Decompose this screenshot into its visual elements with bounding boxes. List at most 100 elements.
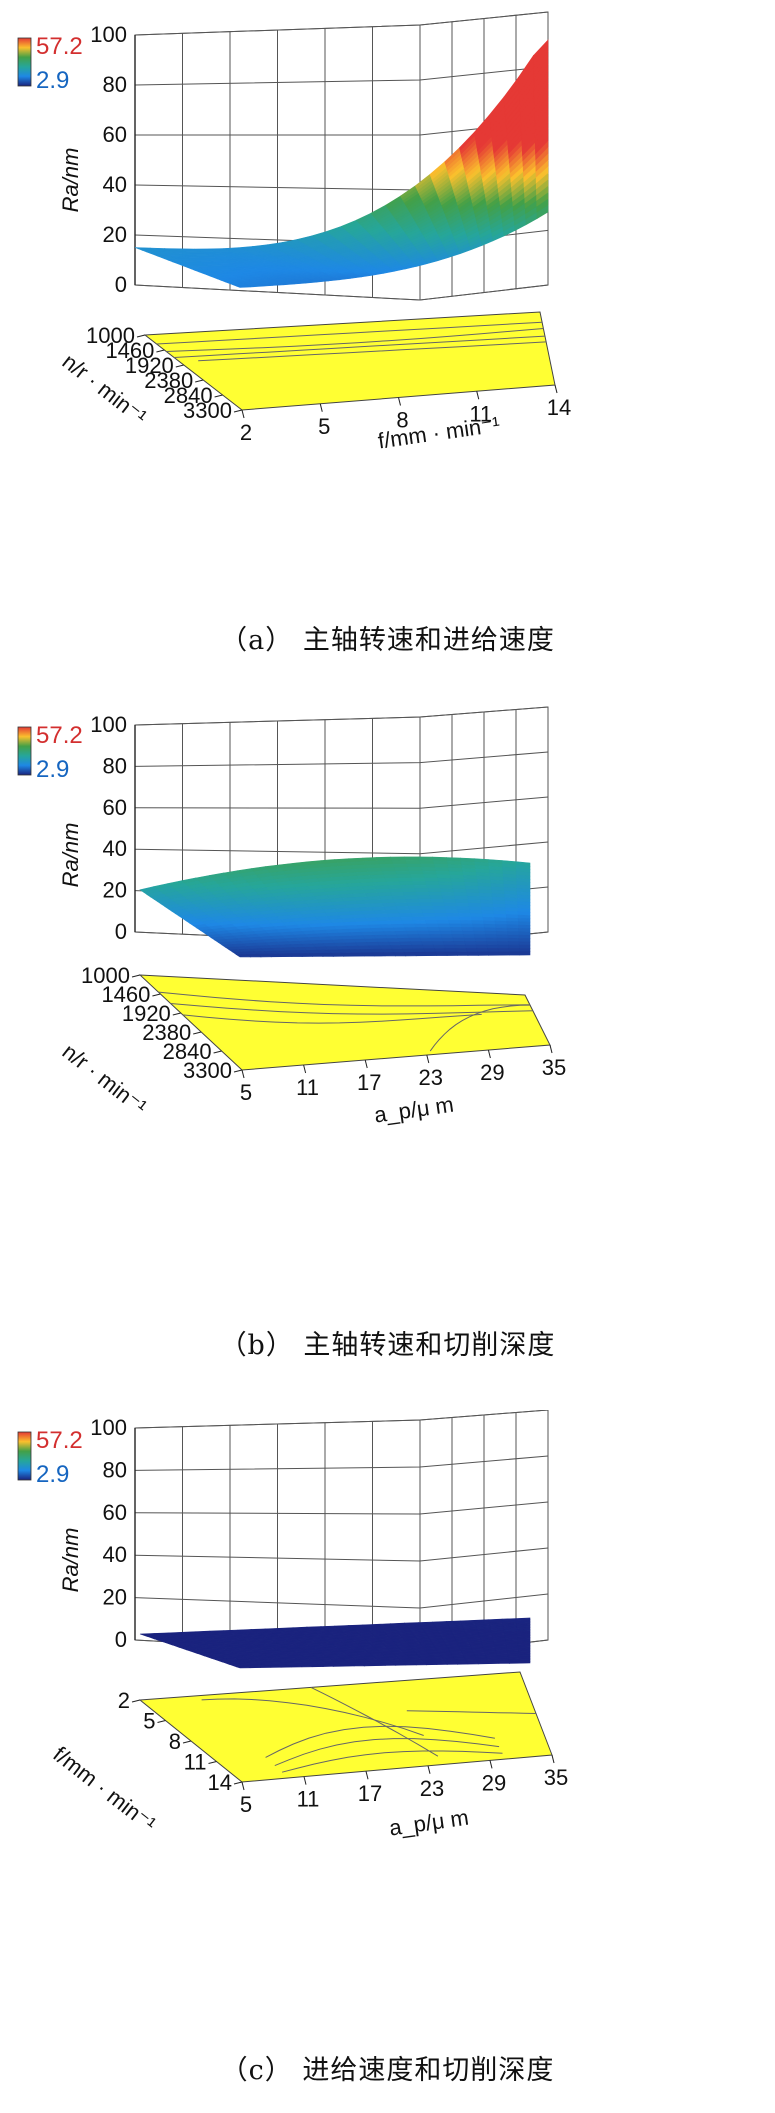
surface-cell (506, 927, 520, 933)
x-tick-label: 23 (420, 1776, 444, 1801)
surface-cell (445, 909, 460, 914)
surface-cell (536, 205, 549, 220)
x-tick-mark (241, 1781, 245, 1791)
y-tick-mark (172, 1012, 181, 1016)
surface-cell (396, 934, 410, 939)
surface-cell (444, 948, 457, 953)
surface-cell (460, 923, 474, 928)
surface-cell (434, 948, 447, 953)
surface-cell (428, 930, 442, 935)
surface-cell (461, 927, 475, 932)
surface-cell (364, 917, 380, 922)
surface-cell (484, 930, 497, 936)
x-tick-label: 29 (480, 1060, 504, 1085)
x-tick-label: 17 (358, 1781, 382, 1806)
surface-cell (484, 927, 497, 932)
contour-line (281, 1750, 503, 1773)
surface-cell (508, 1661, 520, 1664)
surface-cell (407, 867, 424, 872)
surface-cell (443, 902, 458, 907)
z-tick-label: 0 (115, 919, 127, 944)
surface-cell (462, 930, 475, 935)
colorbar-max-label: 57.2 (36, 722, 83, 749)
y-tick-label: 3300 (183, 1058, 232, 1083)
surface-cell (379, 895, 395, 901)
surface-cell (443, 944, 457, 949)
contour-line (274, 1738, 500, 1767)
y-tick-label: 1460 (105, 338, 154, 363)
surface-cell (429, 934, 443, 939)
surface-cell (420, 941, 434, 946)
surface-cell (386, 913, 402, 918)
surface-cell (405, 860, 421, 865)
surface-cell (402, 923, 417, 929)
y-tick-mark (233, 409, 243, 413)
surface-cell (373, 910, 388, 915)
surface-cell (381, 927, 396, 932)
surface-cell (349, 931, 364, 937)
surface-cell (400, 884, 416, 890)
y-tick-mark (157, 1720, 166, 1723)
z-gridline (134, 706, 549, 726)
surface-cell (398, 913, 413, 918)
surface-cell (477, 1661, 490, 1665)
y-tick-mark (208, 1761, 217, 1764)
surface-cell (465, 944, 478, 949)
surface-cell (424, 919, 439, 925)
surface-cell (376, 856, 393, 862)
surface-cell (400, 944, 414, 950)
surface-cell (405, 930, 420, 936)
surface-cell (391, 923, 406, 929)
surface-cell (397, 937, 411, 943)
z-tick-label: 40 (103, 1542, 127, 1567)
x-tick-mark (241, 409, 245, 419)
y-tick-mark (233, 1069, 243, 1073)
surface-cell (519, 1661, 531, 1664)
surface-cell (518, 941, 531, 946)
surface-cell (441, 895, 456, 900)
surface-cell (414, 888, 430, 893)
surface-cell (439, 930, 453, 935)
surface-cell (416, 895, 432, 900)
surface-mesh (139, 856, 531, 958)
surface-cell (456, 1662, 469, 1665)
surface-cell (405, 898, 421, 904)
surface-cell (410, 941, 424, 946)
surface-cell (442, 941, 456, 946)
x-tick-label: 17 (357, 1070, 381, 1095)
x-tick-label: 5 (240, 1792, 252, 1817)
surface-cell (397, 877, 414, 883)
y-tick-label: 1000 (81, 963, 130, 988)
surface-cell (404, 927, 418, 932)
z-axis-label: Ra/nm (58, 823, 83, 888)
colorbar-min-label: 2.9 (36, 756, 69, 783)
y-tick-mark (131, 1699, 141, 1703)
surface-cell (458, 913, 472, 918)
surface-cell (411, 916, 426, 921)
z-tick-label: 60 (103, 1500, 127, 1525)
surface-cell (441, 937, 455, 942)
surface-cell (423, 874, 439, 879)
colorbar (17, 726, 32, 776)
surface-cell (388, 941, 402, 946)
surface-cell (387, 884, 403, 890)
surface-cell (436, 919, 450, 925)
x-tick-mark (303, 1776, 307, 1785)
chart-panel-a: 0 20 40 60 80 100 2 5 8 11 14 1000 1460 1920 2380 2840 3… (0, 0, 775, 700)
z-tick-label: 80 (103, 1457, 127, 1482)
contour-line (310, 1686, 439, 1757)
surface-cell (419, 937, 433, 942)
surface-cell (468, 902, 482, 908)
surface-cell (440, 888, 455, 893)
surface-cell (427, 927, 441, 932)
colorbar-min-label: 2.9 (36, 1461, 69, 1488)
x-tick-mark (426, 1054, 430, 1064)
surface-cell (470, 916, 484, 922)
surface-cell (423, 916, 438, 921)
colorbar (17, 37, 32, 87)
surface-cell (466, 1662, 479, 1665)
surface-cell (455, 899, 469, 904)
surface-cell (358, 928, 373, 933)
surface-cell (485, 937, 498, 942)
contour-line (198, 341, 547, 362)
